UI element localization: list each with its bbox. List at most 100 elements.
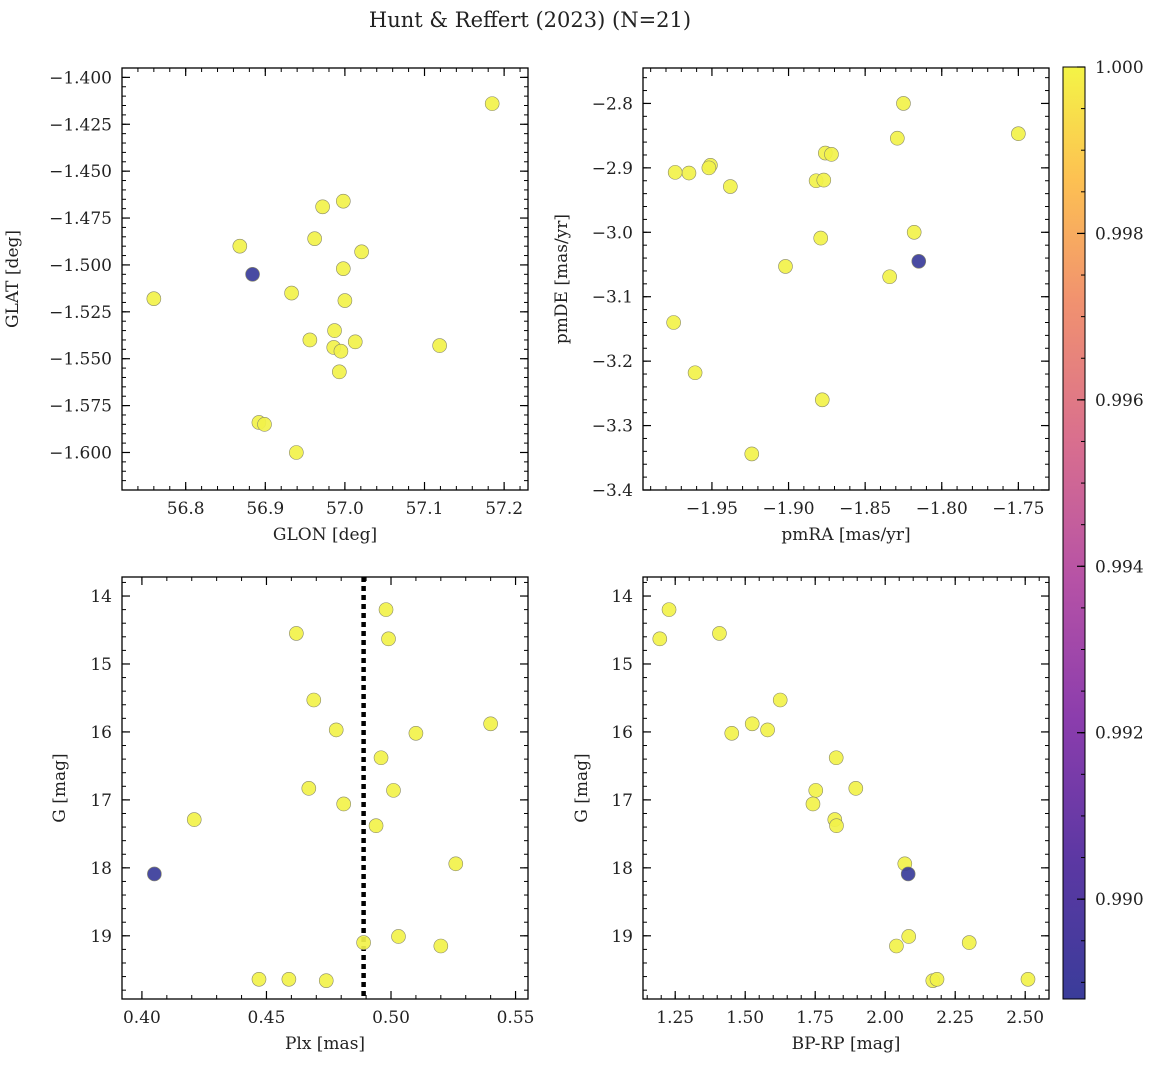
data-point [882, 269, 897, 285]
data-point [828, 750, 844, 766]
data-point [652, 631, 668, 647]
x-tick-label: 57.1 [406, 499, 444, 519]
data-point [391, 929, 406, 944]
y-tick-label: 16 [90, 723, 112, 743]
data-point [929, 971, 945, 987]
data-point [666, 315, 681, 330]
y-tick-label: −2.9 [592, 159, 633, 179]
y-axis-label: G [mag] [572, 753, 592, 822]
data-point [306, 692, 322, 708]
data-point [307, 231, 322, 246]
colorbar-tick-label: 0.994 [1095, 557, 1144, 577]
y-tick-label: −1.550 [49, 350, 112, 370]
data-point [484, 96, 500, 111]
data-point [386, 783, 401, 798]
data-point [681, 165, 697, 181]
data-point [186, 812, 202, 827]
data-point [289, 626, 304, 641]
data-point [805, 796, 821, 812]
x-tick-label: 2.50 [1006, 1008, 1044, 1028]
data-point [896, 96, 911, 111]
data-point [373, 750, 389, 766]
colorbar-tick-label: 0.998 [1095, 224, 1144, 244]
data-point [667, 165, 683, 180]
data-point [327, 323, 342, 338]
y-tick-label: −3.1 [592, 288, 633, 308]
axes-frame [121, 67, 529, 491]
x-tick-label: 2.00 [866, 1008, 904, 1028]
data-point [251, 971, 267, 987]
axes-frame [121, 576, 529, 1000]
y-tick-label: −3.4 [592, 481, 633, 501]
y-tick-label: −1.575 [49, 397, 112, 417]
x-tick-label: 57.0 [326, 499, 364, 519]
y-tick-label: −3.0 [592, 223, 633, 243]
colorbar-tick-label: 0.996 [1095, 391, 1144, 411]
data-point [772, 692, 788, 708]
data-point [712, 626, 727, 641]
y-tick-label: −1.525 [49, 303, 112, 323]
x-tick-label: 56.9 [246, 499, 284, 519]
y-tick-label: −2.8 [592, 94, 633, 114]
y-tick-label: −1.450 [49, 162, 112, 182]
colorbar-tick-label: 0.992 [1095, 724, 1144, 744]
y-tick-label: −3.2 [592, 352, 633, 372]
data-point [1011, 126, 1026, 142]
data-point [432, 338, 447, 353]
y-tick-label: 18 [611, 859, 633, 879]
data-point [281, 971, 297, 987]
x-tick-label: 2.25 [936, 1008, 974, 1028]
data-point [483, 716, 498, 732]
y-tick-label: −1.400 [49, 68, 112, 88]
data-point [302, 332, 318, 348]
data-point [961, 935, 977, 950]
data-point [778, 259, 793, 274]
y-tick-label: 17 [90, 791, 112, 811]
data-point [814, 392, 830, 408]
data-point [328, 722, 344, 738]
panel-3: 0.40 0.45 0.50 0.55 14 15 16 17 18 19 Plx [mas] G [… [50, 576, 535, 1054]
data-point [911, 253, 927, 269]
panel-4: 1.25 1.50 1.75 2.00 2.25 2.50 14 15 16 17 18 19 BP-R… [572, 576, 1050, 1054]
data-point [336, 261, 351, 276]
axes-frame [642, 67, 1050, 491]
y-tick-label: 14 [90, 587, 112, 607]
panel-2: −1.95 −1.90 −1.85 −1.80 −1.75 −2.8 −2.9 −3.0 −3.… [552, 67, 1050, 545]
y-tick-label: 17 [611, 791, 633, 811]
y-tick-label: −1.500 [49, 256, 112, 276]
data-point [336, 193, 351, 209]
x-tick-label: 0.40 [123, 1008, 161, 1028]
y-tick-label: −3.3 [592, 417, 633, 437]
data-point [336, 796, 351, 812]
x-tick-label: −1.75 [992, 499, 1044, 519]
y-tick-label: −1.425 [49, 115, 112, 135]
axes-frame [642, 576, 1050, 1000]
data-point [808, 783, 824, 798]
y-tick-label: 19 [90, 927, 112, 947]
data-point [760, 722, 775, 738]
x-axis-label: GLON [deg] [273, 525, 377, 545]
x-tick-label: 1.75 [796, 1008, 834, 1028]
data-point [245, 267, 260, 282]
data-point [744, 716, 760, 732]
y-tick-label: 15 [90, 655, 112, 675]
x-axis-label: Plx [mas] [285, 1034, 365, 1054]
data-point [284, 285, 299, 301]
data-point [906, 224, 922, 240]
data-point [687, 365, 703, 381]
data-point [448, 856, 464, 872]
y-tick-label: 14 [611, 587, 633, 607]
data-point [146, 291, 162, 306]
data-point [661, 602, 677, 617]
figure-title: Hunt & Reffert (2023) (N=21) [369, 8, 691, 32]
colorbar-gradient [1062, 66, 1086, 1000]
data-point [848, 781, 864, 796]
data-point [333, 343, 349, 359]
x-tick-label: 56.8 [167, 499, 205, 519]
x-tick-label: 0.55 [497, 1008, 535, 1028]
data-point [347, 334, 363, 350]
x-tick-label: −1.80 [916, 499, 968, 519]
data-point [408, 725, 424, 741]
panel-1: 56.8 56.9 57.0 57.1 57.2 −1.400 −1.425 −1.450 −1… [3, 67, 529, 545]
